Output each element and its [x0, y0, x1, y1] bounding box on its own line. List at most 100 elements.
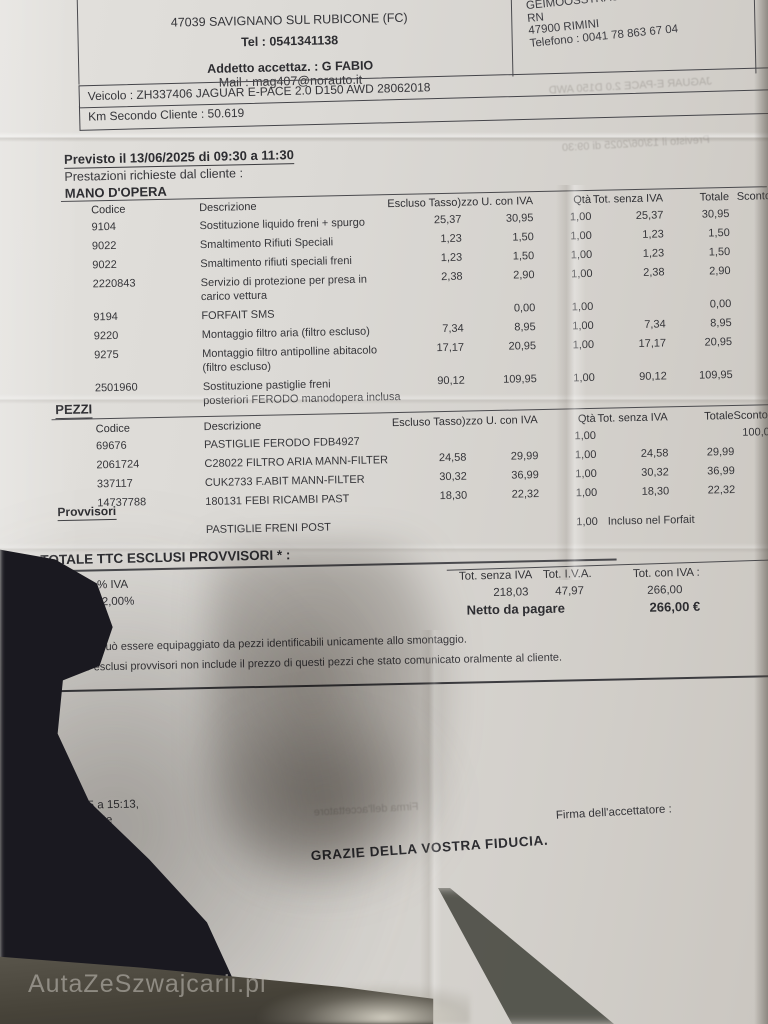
cell-sconto [732, 316, 768, 336]
cell-tot-senza: 7,34 [644, 318, 666, 331]
cell-escluso [420, 519, 468, 532]
cell-prezzo: 109,95 [503, 373, 537, 386]
cell-tot-senza: 2,38 [643, 266, 665, 279]
col-totale: Totale [704, 409, 734, 423]
pezzi-title: PEZZI [55, 401, 93, 420]
cell-escluso: 7,34 [442, 322, 464, 336]
cell-totale: 1,50 [708, 227, 730, 240]
cell-note: Incluso nel Forfait [607, 513, 695, 528]
cell-descrizione: Sostituzione liquido freni + spurgo [199, 216, 366, 233]
cell-qta: 1,00 [572, 319, 594, 333]
provvisori-row: PASTIGLIE FRENI POST 1,00 Incluso nel Fo… [42, 512, 768, 539]
cell-sconto [733, 368, 768, 402]
col-sconto: Sconto [733, 409, 768, 422]
cell-escluso [415, 304, 463, 324]
col-tot-senza: Tot. senza IVA [592, 192, 664, 206]
cell-descrizione: FORFAIT SMS [201, 308, 275, 323]
tot-iva-value: 47,97 [555, 585, 585, 598]
cell-sconto [735, 483, 768, 503]
cell-descrizione: C28022 FILTRO ARIA MANN-FILTER [204, 454, 389, 471]
tot-con-iva-value: 266,00 [647, 584, 683, 597]
cell-tot-senza [596, 428, 668, 449]
tot-con-iva-label: Tot. con IVA : [632, 566, 700, 581]
cell-prezzo: 8,95 [514, 321, 536, 334]
col-escluso: Escluso Tasso) [387, 196, 462, 211]
col-tot-senza: Tot. senza IVA [597, 411, 668, 425]
col-totale: Totale [699, 191, 730, 204]
tot-senza-iva-value: 218,03 [493, 586, 529, 600]
cell-qta: 1,00 [571, 300, 594, 314]
table-gloss-highlight [255, 982, 470, 1024]
cell-descrizione: Montaggio filtro antipolline abitacolo (… [202, 344, 378, 375]
workshop-tel: Tel : 0541341138 [240, 33, 339, 50]
cell-totale: 22,32 [707, 483, 736, 497]
cell-prezzo: 1,50 [512, 231, 534, 244]
header-box-right-border [753, 0, 757, 74]
cell-qta: 1,00 [573, 371, 595, 385]
watermark-text: AutaZeSzwajcarii.pl [28, 970, 267, 998]
col-descrizione: Descrizione [203, 419, 262, 434]
cell-qta: 1,00 [569, 210, 592, 224]
street-text: VIA G. DA VE [244, 0, 333, 3]
cell-prezzo: 20,95 [508, 340, 537, 353]
cell-totale [668, 427, 734, 447]
totale-title: TOTALE TTC ESCLUSI PROVVISORI * : [40, 547, 291, 568]
cell-prezzo: 36,99 [511, 469, 539, 482]
cell-totale: 29,99 [706, 445, 735, 459]
cell-sconto [732, 335, 768, 369]
cell-totale: 36,99 [707, 464, 735, 478]
cell-tot-senza: 1,23 [642, 247, 665, 260]
prestazioni-line: Prestazioni richieste dal cliente : [64, 166, 244, 184]
show-through-previsto: Previsto il 13/06/2025 di 09:30 [561, 133, 711, 155]
cell-descrizione: Smaltimento rifiuti speciali freni [200, 254, 353, 271]
cell-escluso: 17,17 [436, 341, 465, 355]
cell-prezzo: 1,50 [512, 250, 535, 263]
firma-accettatore-label: Firma dell'accettatore : [555, 803, 673, 822]
header-box-left-border [76, 0, 80, 85]
cell-descrizione: 180131 FEBI RICAMBI PAST [205, 493, 350, 509]
cell-tot-senza [593, 299, 665, 320]
cell-sconto [734, 445, 768, 465]
cell-codice: 9275 [94, 348, 119, 362]
cell-sconto [735, 464, 768, 484]
cell-escluso: 18,30 [439, 489, 468, 503]
previsto-text: Previsto il 13/06/2025 di 09:30 a 11:30 [63, 147, 295, 169]
cell-prezzo: 30,95 [505, 212, 534, 225]
cell-totale: 20,95 [704, 335, 733, 349]
footer-rule [23, 675, 768, 693]
cell-descrizione: PASTIGLIE FERODO FDB4927 [203, 435, 360, 452]
cell-tot-senza: 1,23 [642, 228, 664, 241]
netto-label: Netto da pagare [466, 600, 565, 618]
cell-sconto [730, 264, 768, 298]
netto-value: 266,00 € [649, 598, 701, 615]
cell-totale: 8,95 [710, 316, 732, 330]
cell-qta: 1,00 [571, 267, 593, 281]
cell-prezzo: 29,99 [510, 450, 539, 463]
show-through-firma: Firma dell'accettatore [313, 800, 419, 819]
col-qta: Qtà [573, 193, 592, 207]
cell-tot-senza: 17,17 [638, 337, 667, 350]
cell-descrizione: Smaltimento Rifiuti Speciali [199, 236, 334, 252]
cell-tot-senza: 30,32 [641, 466, 669, 479]
cell-escluso: 1,23 [440, 251, 463, 265]
col-escluso: Escluso Tasso) [391, 415, 466, 430]
cell-escluso: 30,32 [439, 470, 467, 484]
cell-descrizione: Servizio di protezione per presa in cari… [200, 273, 368, 304]
iva-label: % IVA [96, 578, 129, 592]
street-line-clipped: VIA G. DA VE [89, 0, 489, 9]
cell-escluso: 24,58 [438, 451, 467, 465]
cell-sconto [731, 297, 768, 317]
cell-qta: 1,00 [574, 429, 597, 443]
cell-descrizione: Montaggio filtro aria (filtro escluso) [201, 325, 371, 342]
cell-prezzo [468, 517, 540, 531]
provvisori-label: Provvisori [57, 503, 117, 522]
col-prezzo: zzo U. con IVA [465, 414, 538, 428]
col-sconto: Sconto [736, 190, 768, 203]
tot-senza-iva-label: Tot. senza IVA [458, 569, 533, 583]
cell-escluso: 90,12 [437, 374, 465, 388]
col-prezzo: zzo U. con IVA [461, 195, 534, 209]
cell-prezzo [466, 431, 538, 452]
cell-tot-senza: 25,37 [635, 209, 664, 222]
